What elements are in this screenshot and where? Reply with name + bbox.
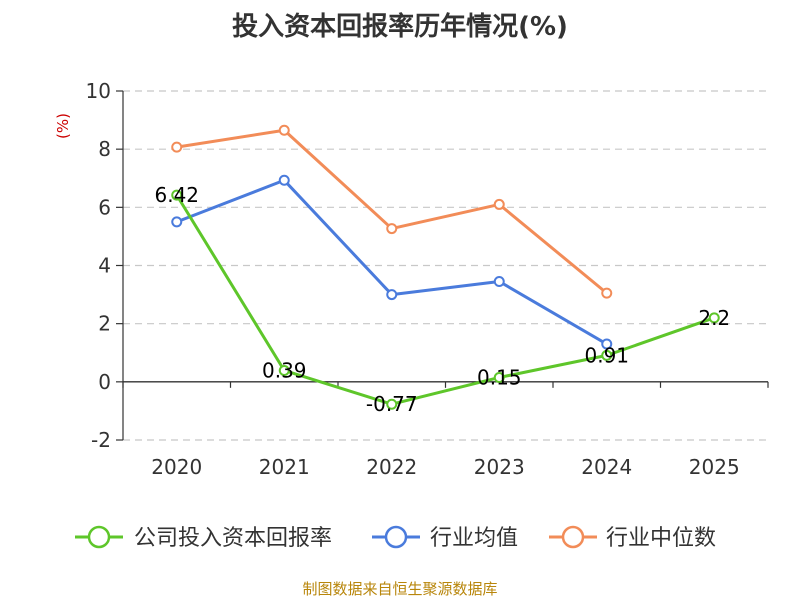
chart-title: 投入资本回报率历年情况(%) <box>232 12 568 42</box>
data-point <box>278 124 290 136</box>
data-label: 2.2 <box>698 306 730 330</box>
data-source-note: 制图数据来自恒生聚源数据库 <box>302 580 498 598</box>
data-label: 0.15 <box>477 365 522 389</box>
data-point <box>601 349 613 361</box>
legend-marker <box>87 525 111 549</box>
data-label: -0.77 <box>366 392 418 416</box>
data-point <box>278 174 290 186</box>
x-tick-label: 2020 <box>151 455 202 479</box>
x-tick-label: 2021 <box>259 455 310 479</box>
legend-label: 行业均值 <box>430 526 518 551</box>
y-tick-label: 0 <box>98 370 111 394</box>
data-point <box>708 312 720 324</box>
data-point <box>171 141 183 153</box>
y-tick-label: 2 <box>98 312 111 336</box>
series-line <box>176 178 608 346</box>
data-point <box>171 189 183 201</box>
y-tick-label: 4 <box>98 254 111 278</box>
data-label: 0.91 <box>584 343 629 367</box>
y-tick-label: 10 <box>86 79 111 103</box>
data-point <box>278 364 290 376</box>
data-label: 0.39 <box>262 358 307 382</box>
data-point <box>493 371 505 383</box>
y-axis-unit-label: (%) <box>54 113 72 139</box>
legend-marker <box>561 525 585 549</box>
x-tick-label: 2022 <box>366 455 417 479</box>
series-lines <box>171 124 720 410</box>
series-line <box>176 128 608 295</box>
data-point <box>386 398 398 410</box>
legend-marker <box>384 525 408 549</box>
data-point <box>386 223 398 235</box>
y-tick-label: 6 <box>98 195 111 219</box>
legend: 公司投入资本回报率 行业均值 行业中位数 <box>75 525 716 551</box>
x-tick-label: 2025 <box>689 455 740 479</box>
data-labels: 6.42 0.39 -0.77 0.15 0.91 2.2 <box>154 183 730 416</box>
data-point <box>171 216 183 228</box>
data-point <box>601 287 613 299</box>
axes: -2 0 2 4 6 8 10 2020 2021 2022 2023 2024 2025 (%) <box>54 79 769 479</box>
series-line <box>175 194 715 406</box>
data-point <box>386 289 398 301</box>
legend-label: 行业中位数 <box>606 526 716 551</box>
data-label: 6.42 <box>154 183 199 207</box>
data-point <box>493 198 505 210</box>
x-tick-label: 2024 <box>581 455 632 479</box>
data-point <box>601 338 613 350</box>
y-tick-label: -2 <box>91 428 111 452</box>
x-tick-label: 2023 <box>474 455 525 479</box>
data-point <box>493 275 505 287</box>
legend-label: 公司投入资本回报率 <box>134 526 332 551</box>
y-tick-label: 8 <box>98 137 111 161</box>
